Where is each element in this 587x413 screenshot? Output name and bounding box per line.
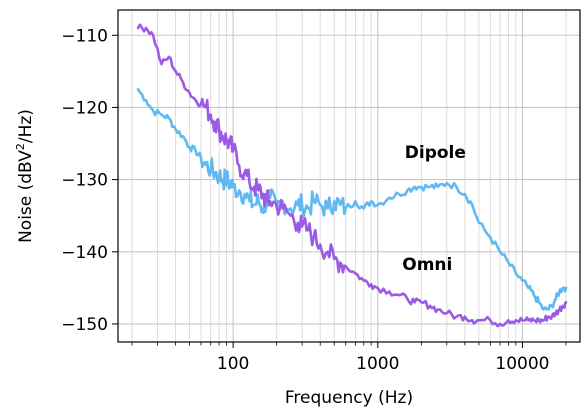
y-tick-label: −140 — [61, 243, 108, 263]
y-axis-label-main: Noise (dBV — [16, 150, 36, 243]
series-line-dipole — [136, 88, 568, 311]
series-line-omni — [136, 23, 568, 328]
x-axis-label: Frequency (Hz) — [285, 388, 413, 408]
tick-layer: −110 −120 −130 −140 −150 100 1000 10000 — [61, 26, 567, 374]
y-axis-label-superscript: 2 — [14, 143, 27, 150]
grid-layer — [118, 10, 580, 342]
x-tick-label: 100 — [217, 354, 249, 374]
series-layer — [136, 23, 568, 328]
y-tick-label: −110 — [61, 26, 108, 46]
annotation-omni: Omni — [402, 255, 452, 275]
y-tick-label: −150 — [61, 315, 108, 335]
annotation-dipole: Dipole — [405, 143, 466, 163]
y-axis-label-tail: /Hz) — [16, 109, 36, 143]
annotation-layer: Dipole Omni — [402, 143, 466, 275]
plot-frame — [117, 9, 581, 343]
y-tick-label: −120 — [61, 98, 108, 118]
y-axis-label: Noise (dBV2/Hz) — [14, 109, 36, 243]
y-tick-label: −130 — [61, 171, 108, 191]
x-tick-label: 1000 — [356, 354, 399, 374]
x-tick-label: 10000 — [495, 354, 549, 374]
